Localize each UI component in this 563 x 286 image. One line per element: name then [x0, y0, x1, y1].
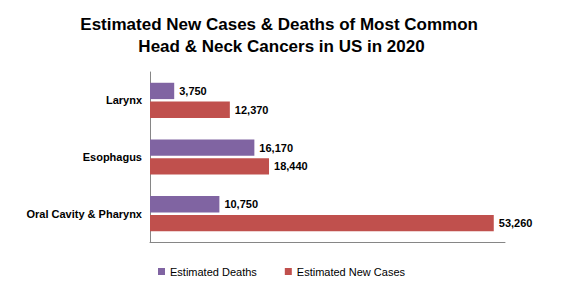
svg-text:Head & Neck Cancers in US in 2: Head & Neck Cancers in US in 2020 — [138, 37, 424, 56]
svg-text:Esophagus: Esophagus — [83, 151, 142, 163]
svg-text:Oral Cavity & Pharynx: Oral Cavity & Pharynx — [26, 208, 142, 220]
svg-text:10,750: 10,750 — [224, 198, 258, 210]
svg-text:Estimated New Cases: Estimated New Cases — [297, 266, 406, 278]
svg-text:3,750: 3,750 — [179, 85, 207, 97]
svg-text:16,170: 16,170 — [259, 142, 293, 154]
svg-text:18,440: 18,440 — [274, 160, 308, 172]
svg-text:53,260: 53,260 — [499, 217, 533, 229]
svg-text:Estimated New Cases & Deaths o: Estimated New Cases & Deaths of Most Com… — [80, 15, 482, 34]
svg-text:Estimated Deaths: Estimated Deaths — [170, 266, 257, 278]
svg-text:12,370: 12,370 — [235, 104, 269, 116]
svg-text:Larynx: Larynx — [106, 94, 143, 106]
